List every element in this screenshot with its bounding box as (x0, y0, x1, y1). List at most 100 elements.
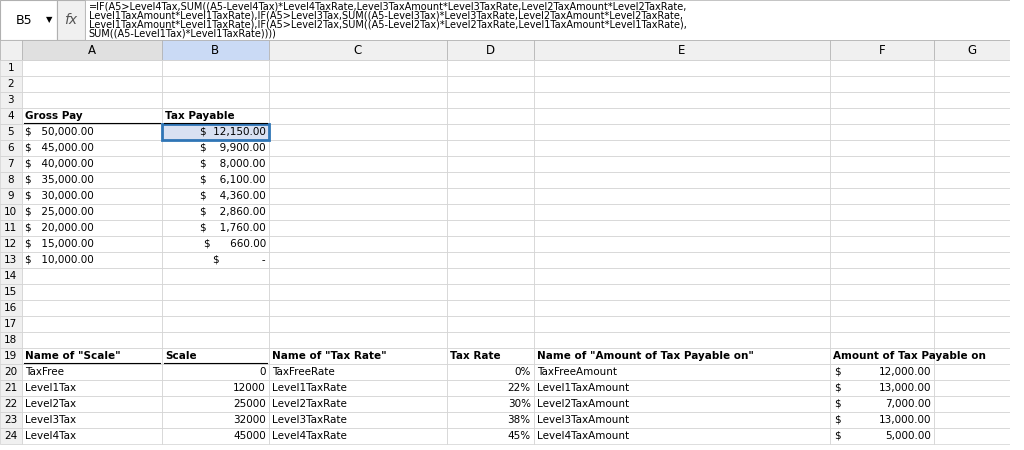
Bar (0, 172, 22, 188)
Text: 38%: 38% (508, 415, 530, 425)
Text: 6: 6 (7, 143, 14, 153)
Bar (830, 364, 934, 380)
Text: Level3TaxAmount: Level3TaxAmount (537, 415, 629, 425)
Bar (934, 348, 1010, 364)
Bar (269, 412, 446, 428)
Bar (162, 300, 269, 316)
Bar (830, 316, 934, 332)
Bar (0, 332, 22, 348)
Bar (534, 252, 830, 268)
Bar (162, 396, 269, 412)
Text: 19: 19 (4, 351, 17, 361)
Bar (934, 40, 1010, 60)
Bar (269, 348, 446, 364)
Bar (934, 364, 1010, 380)
Bar (934, 284, 1010, 300)
Bar (269, 76, 446, 92)
Text: $: $ (835, 431, 841, 441)
Bar (269, 300, 446, 316)
Bar (22, 220, 162, 236)
Bar (830, 40, 934, 60)
Bar (0, 268, 22, 284)
Bar (0, 0, 1010, 40)
Bar (269, 316, 446, 332)
Bar (446, 396, 534, 412)
Text: TaxFreeRate: TaxFreeRate (271, 367, 335, 377)
Text: 1: 1 (7, 63, 14, 73)
Bar (830, 156, 934, 172)
Bar (934, 204, 1010, 220)
Bar (269, 40, 446, 60)
Text: 18: 18 (4, 335, 17, 345)
Bar (162, 124, 269, 140)
Bar (162, 92, 269, 108)
Bar (830, 236, 934, 252)
Text: Level2TaxAmount: Level2TaxAmount (537, 399, 629, 409)
Bar (0, 428, 22, 444)
Bar (934, 172, 1010, 188)
Text: 4: 4 (7, 111, 14, 121)
Bar (534, 204, 830, 220)
Text: D: D (485, 44, 495, 57)
Bar (0, 124, 22, 140)
Text: $   40,000.00: $ 40,000.00 (25, 159, 93, 169)
Bar (162, 428, 269, 444)
Bar (162, 316, 269, 332)
Bar (22, 76, 162, 92)
Bar (162, 204, 269, 220)
Bar (534, 92, 830, 108)
Text: $    6,100.00: $ 6,100.00 (201, 175, 266, 185)
Bar (22, 156, 162, 172)
Bar (830, 76, 934, 92)
Text: $    4,360.00: $ 4,360.00 (200, 191, 266, 201)
Bar (269, 172, 446, 188)
Text: 9: 9 (7, 191, 14, 201)
Text: 13,000.00: 13,000.00 (879, 383, 931, 393)
Bar (534, 156, 830, 172)
Bar (0, 60, 22, 76)
Text: 24: 24 (4, 431, 17, 441)
Bar (934, 332, 1010, 348)
Bar (534, 124, 830, 140)
Text: $   30,000.00: $ 30,000.00 (25, 191, 93, 201)
Bar (22, 300, 162, 316)
Text: 15: 15 (4, 287, 17, 297)
Bar (22, 40, 162, 60)
Bar (446, 60, 534, 76)
Bar (446, 316, 534, 332)
Text: Level3Tax: Level3Tax (25, 415, 76, 425)
Text: 32000: 32000 (233, 415, 266, 425)
Text: Tax Payable: Tax Payable (165, 111, 234, 121)
Bar (269, 188, 446, 204)
Text: $    9,900.00: $ 9,900.00 (201, 143, 266, 153)
Text: 13,000.00: 13,000.00 (879, 415, 931, 425)
Bar (830, 428, 934, 444)
Text: E: E (678, 44, 686, 57)
Text: Level4TaxRate: Level4TaxRate (271, 431, 347, 441)
Bar (446, 220, 534, 236)
Text: Tax Rate: Tax Rate (450, 351, 501, 361)
Bar (446, 92, 534, 108)
Bar (162, 412, 269, 428)
Bar (22, 284, 162, 300)
Text: A: A (88, 44, 96, 57)
Bar (0, 364, 22, 380)
Bar (22, 268, 162, 284)
Bar (446, 284, 534, 300)
Bar (830, 172, 934, 188)
Bar (269, 220, 446, 236)
Bar (534, 396, 830, 412)
Bar (269, 364, 446, 380)
Bar (830, 92, 934, 108)
Bar (162, 220, 269, 236)
Bar (162, 124, 269, 140)
Bar (0, 140, 22, 156)
Bar (162, 140, 269, 156)
Bar (162, 284, 269, 300)
Text: TaxFree: TaxFree (25, 367, 63, 377)
Bar (22, 252, 162, 268)
Bar (830, 60, 934, 76)
Text: $: $ (835, 415, 841, 425)
Bar (534, 76, 830, 92)
Text: 20: 20 (4, 367, 17, 377)
